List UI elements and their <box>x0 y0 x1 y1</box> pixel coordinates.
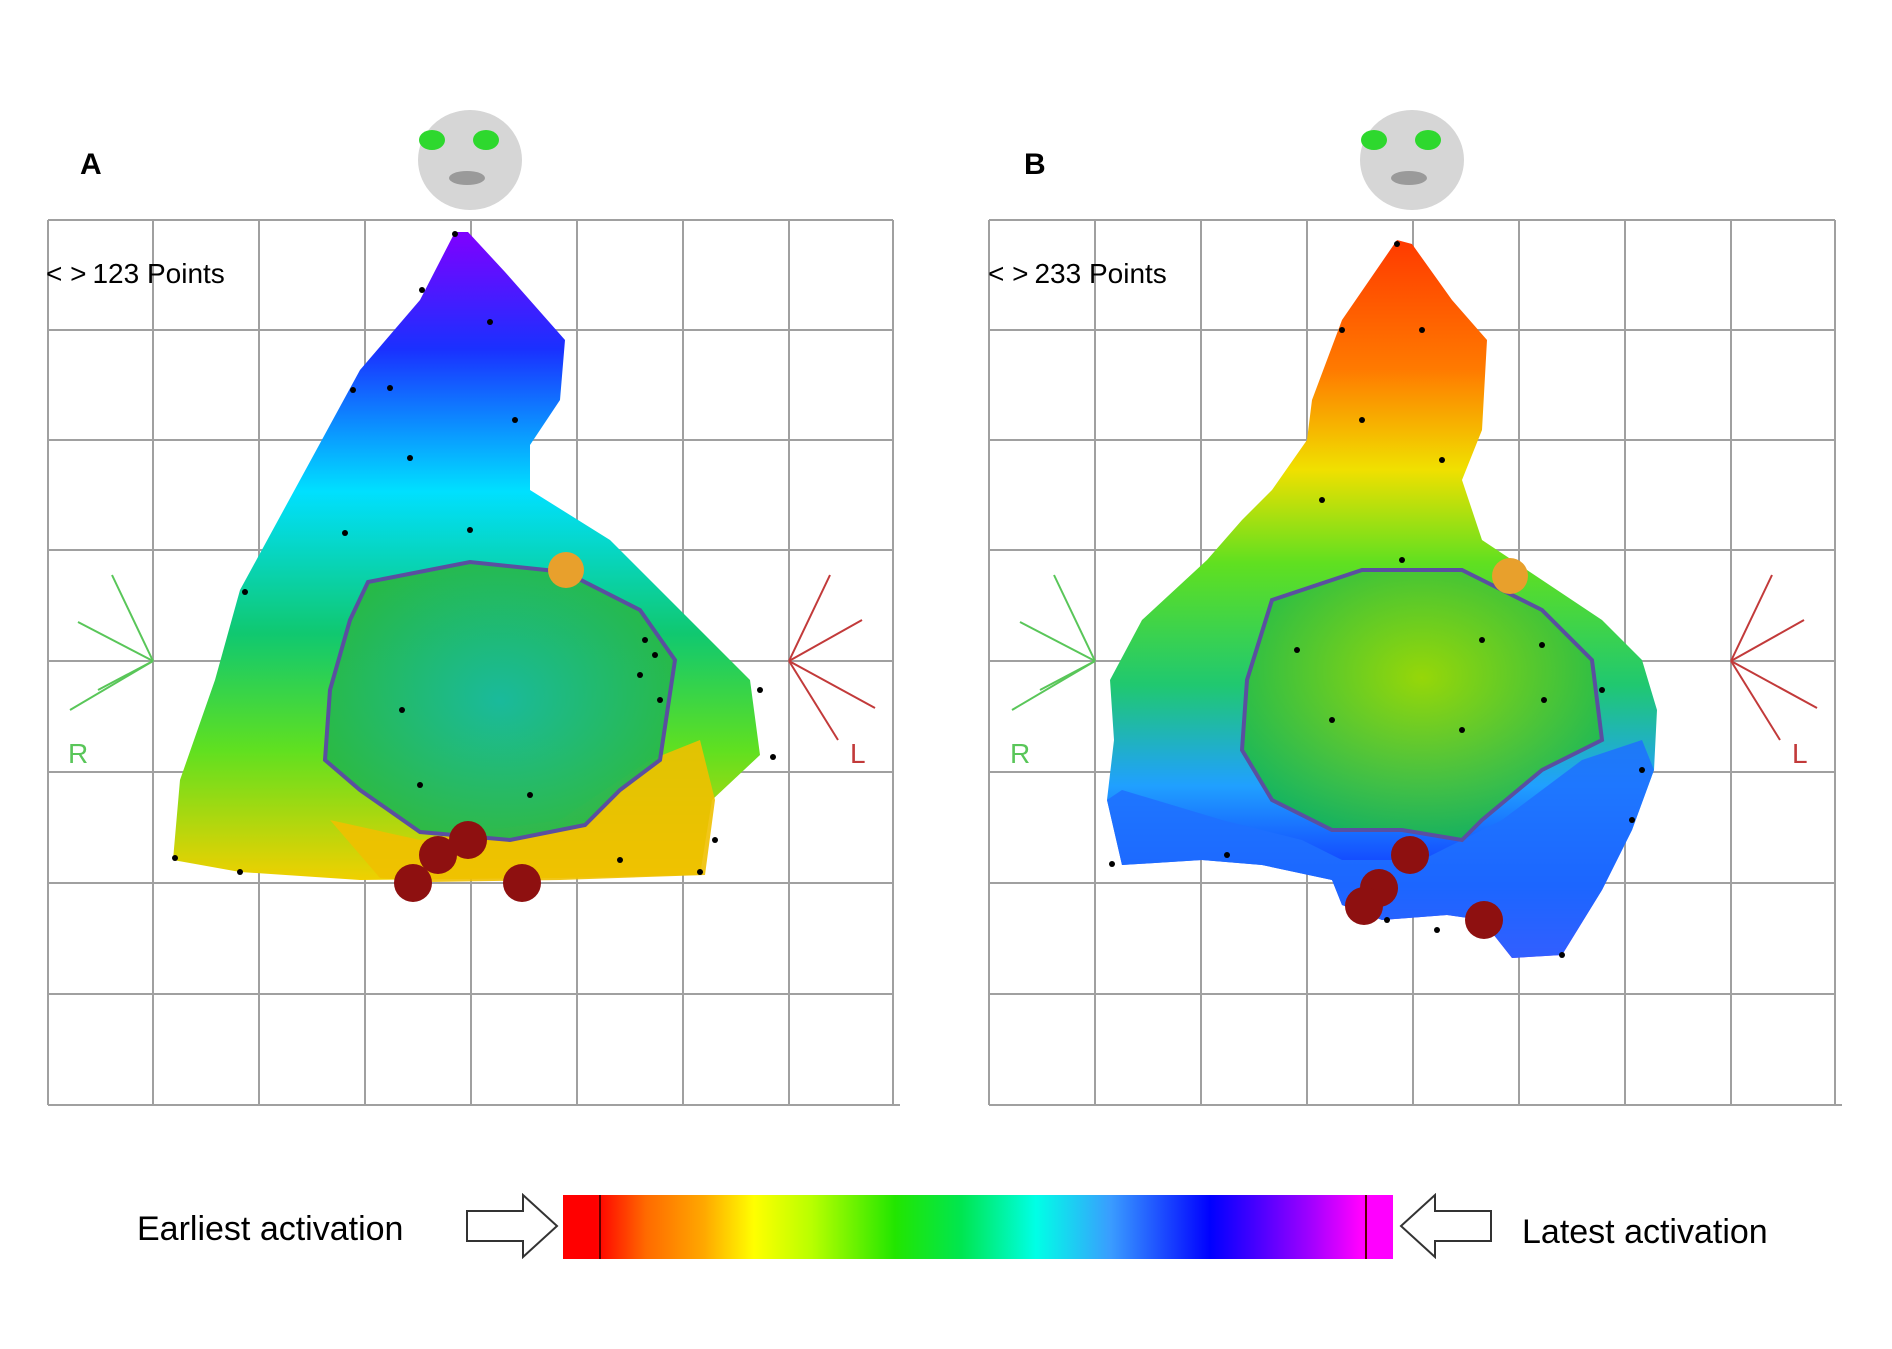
ablation-tags-b <box>1345 558 1528 939</box>
points-count[interactable]: < >233 Points <box>988 258 1167 290</box>
right-orientation-marker-b <box>1011 574 1096 711</box>
panel-letter: A <box>80 148 102 181</box>
panel-letter: B <box>1024 148 1046 181</box>
ablation-tag[interactable] <box>1345 887 1383 925</box>
points-count[interactable]: < >123 Points <box>46 258 225 290</box>
ablation-tag[interactable] <box>394 864 432 902</box>
annulus-outline-a <box>322 559 678 843</box>
ablation-tag[interactable] <box>1391 836 1429 874</box>
activation-blue-region-b <box>1107 740 1654 958</box>
right-label: R <box>1010 738 1031 769</box>
left-orientation-marker-a <box>788 574 876 741</box>
colorbar-tick <box>1365 1195 1367 1259</box>
head-orientation-icon <box>1360 110 1464 210</box>
right-label: R <box>68 738 89 769</box>
points-count-label: 123 Points <box>92 258 225 289</box>
landmark-tag[interactable] <box>548 552 584 588</box>
inner-region-b <box>1242 570 1602 840</box>
left-label: L <box>1792 738 1808 769</box>
right-arrow-icon <box>466 1193 559 1259</box>
annulus-outline-b <box>1239 568 1605 843</box>
map-view-a[interactable] <box>0 0 900 1140</box>
points-nav-arrows[interactable]: < > <box>46 258 87 289</box>
left-label: L <box>850 738 866 769</box>
activation-colorbar <box>563 1195 1393 1259</box>
earliest-activation-label: Earliest activation <box>137 1210 404 1248</box>
ablation-tag[interactable] <box>1465 901 1503 939</box>
left-orientation-marker-b <box>1730 574 1818 741</box>
ablation-tag[interactable] <box>419 836 457 874</box>
landmark-tag[interactable] <box>1492 558 1528 594</box>
latest-activation-label: Latest activation <box>1522 1213 1768 1251</box>
ablation-tags-a <box>394 552 584 902</box>
ablation-tag[interactable] <box>449 821 487 859</box>
panel-a: A < >123 Points R L <box>0 0 900 1140</box>
sample-points-a <box>172 231 776 875</box>
colorbar-tick <box>599 1195 601 1259</box>
right-orientation-marker-a <box>69 574 154 711</box>
points-count-label: 233 Points <box>1034 258 1167 289</box>
map-view-b[interactable] <box>942 0 1842 1140</box>
left-arrow-icon <box>1399 1193 1492 1259</box>
ablation-tag[interactable] <box>503 864 541 902</box>
points-nav-arrows[interactable]: < > <box>988 258 1029 289</box>
inner-region-a <box>325 562 675 840</box>
sample-points-b <box>1109 241 1645 958</box>
head-orientation-icon <box>418 110 522 210</box>
panel-b: B < >233 Points R L <box>942 0 1842 1140</box>
